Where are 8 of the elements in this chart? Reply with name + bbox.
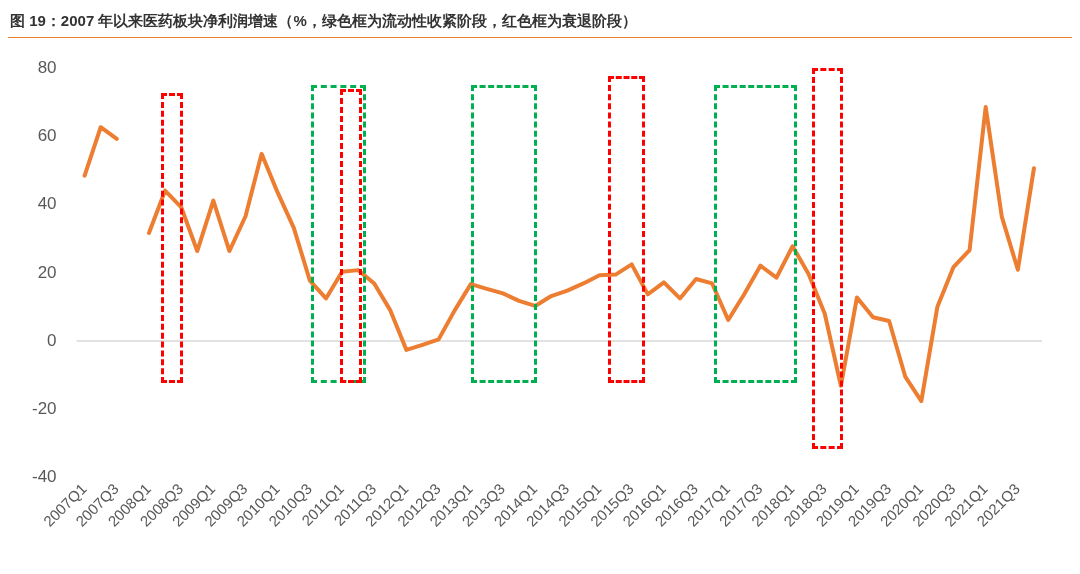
y-tick-label: -40 [31,467,57,487]
y-tick-label: 40 [37,194,57,214]
y-tick-label: 0 [47,330,57,350]
y-tick-label: 80 [37,57,57,77]
y-tick-label: -20 [31,398,57,418]
y-tick-label: 20 [37,262,57,282]
y-tick-label: 60 [37,126,57,146]
chart-title: 图 19：2007 年以来医药板块净利润增速（%，绿色框为流动性收紧阶段，红色框为衰退阶段） [8,8,1072,38]
